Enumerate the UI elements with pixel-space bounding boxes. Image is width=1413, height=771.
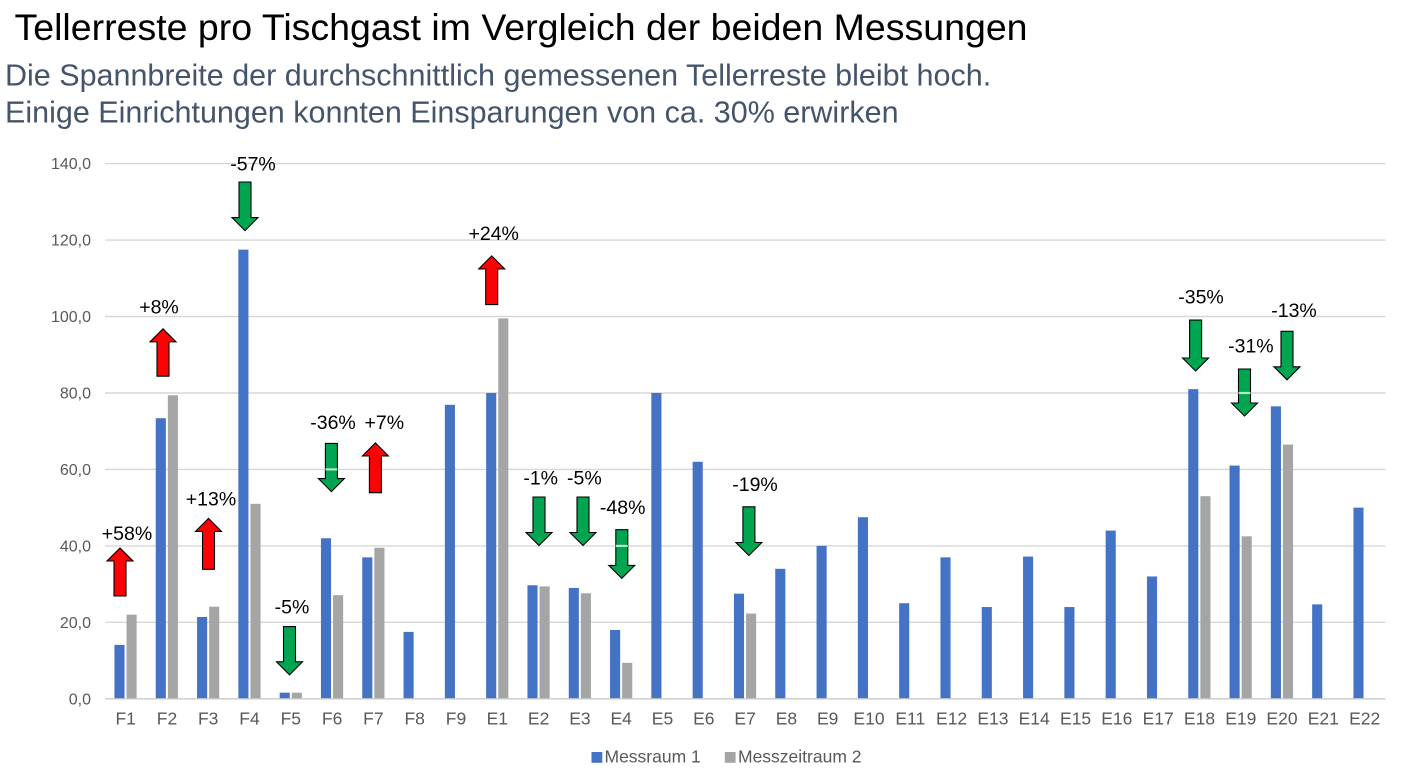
svg-text:Messraum 1: Messraum 1 (605, 746, 701, 766)
svg-text:E18: E18 (1184, 709, 1215, 729)
svg-text:0,0: 0,0 (69, 691, 91, 708)
svg-text:-35%: -35% (1178, 287, 1224, 309)
svg-text:E12: E12 (936, 709, 967, 729)
svg-text:E11: E11 (895, 709, 925, 729)
svg-text:+58%: +58% (102, 523, 152, 545)
svg-text:+7%: +7% (365, 412, 405, 434)
svg-text:Tellerreste pro Tischgast im V: Tellerreste pro Tischgast im Vergleich d… (15, 6, 1028, 48)
svg-text:Messzeitraum 2: Messzeitraum 2 (738, 746, 862, 766)
svg-text:E8: E8 (776, 709, 797, 729)
svg-text:-31%: -31% (1228, 335, 1274, 357)
svg-text:60,0: 60,0 (60, 462, 91, 479)
svg-text:120,0: 120,0 (51, 233, 91, 250)
svg-text:F5: F5 (281, 709, 301, 729)
svg-text:+13%: +13% (186, 488, 236, 510)
svg-text:E13: E13 (977, 709, 1008, 729)
svg-text:E6: E6 (693, 709, 714, 729)
svg-text:E20: E20 (1266, 709, 1297, 729)
svg-text:-5%: -5% (567, 468, 602, 490)
svg-text:-57%: -57% (230, 153, 276, 175)
svg-text:Die Spannbreite der durchschni: Die Spannbreite der durchschnittlich gem… (5, 59, 991, 93)
svg-text:E17: E17 (1143, 709, 1174, 729)
svg-text:F3: F3 (198, 709, 218, 729)
svg-text:-48%: -48% (600, 497, 646, 519)
svg-text:80,0: 80,0 (60, 386, 91, 403)
svg-text:140,0: 140,0 (51, 156, 91, 173)
svg-text:-5%: -5% (275, 597, 310, 619)
svg-text:E4: E4 (610, 709, 632, 729)
svg-text:F1: F1 (115, 709, 135, 729)
svg-text:E9: E9 (817, 709, 838, 729)
svg-text:E19: E19 (1225, 709, 1256, 729)
svg-text:E5: E5 (652, 709, 673, 729)
svg-text:F9: F9 (446, 709, 466, 729)
svg-text:E16: E16 (1101, 709, 1132, 729)
svg-text:E15: E15 (1060, 709, 1091, 729)
svg-text:E3: E3 (569, 709, 590, 729)
svg-text:F4: F4 (239, 709, 260, 729)
svg-text:Einige Einrichtungen konnten E: Einige Einrichtungen konnten Einsparunge… (5, 95, 899, 129)
svg-text:E2: E2 (528, 709, 549, 729)
svg-text:-1%: -1% (523, 468, 558, 490)
svg-text:F7: F7 (363, 709, 383, 729)
svg-text:F6: F6 (322, 709, 342, 729)
svg-text:E21: E21 (1308, 709, 1339, 729)
svg-text:E1: E1 (487, 709, 508, 729)
svg-text:E22: E22 (1349, 709, 1380, 729)
svg-text:F8: F8 (404, 709, 424, 729)
svg-text:-13%: -13% (1271, 300, 1317, 322)
svg-text:+24%: +24% (468, 223, 518, 245)
svg-text:F2: F2 (157, 709, 177, 729)
svg-text:20,0: 20,0 (60, 615, 91, 632)
svg-text:E10: E10 (853, 709, 884, 729)
svg-text:40,0: 40,0 (60, 539, 91, 556)
svg-text:E7: E7 (734, 709, 755, 729)
svg-text:100,0: 100,0 (51, 309, 91, 326)
svg-text:-19%: -19% (732, 474, 778, 496)
svg-text:+8%: +8% (139, 297, 179, 319)
svg-text:E14: E14 (1019, 709, 1050, 729)
svg-text:-36%: -36% (310, 412, 356, 434)
